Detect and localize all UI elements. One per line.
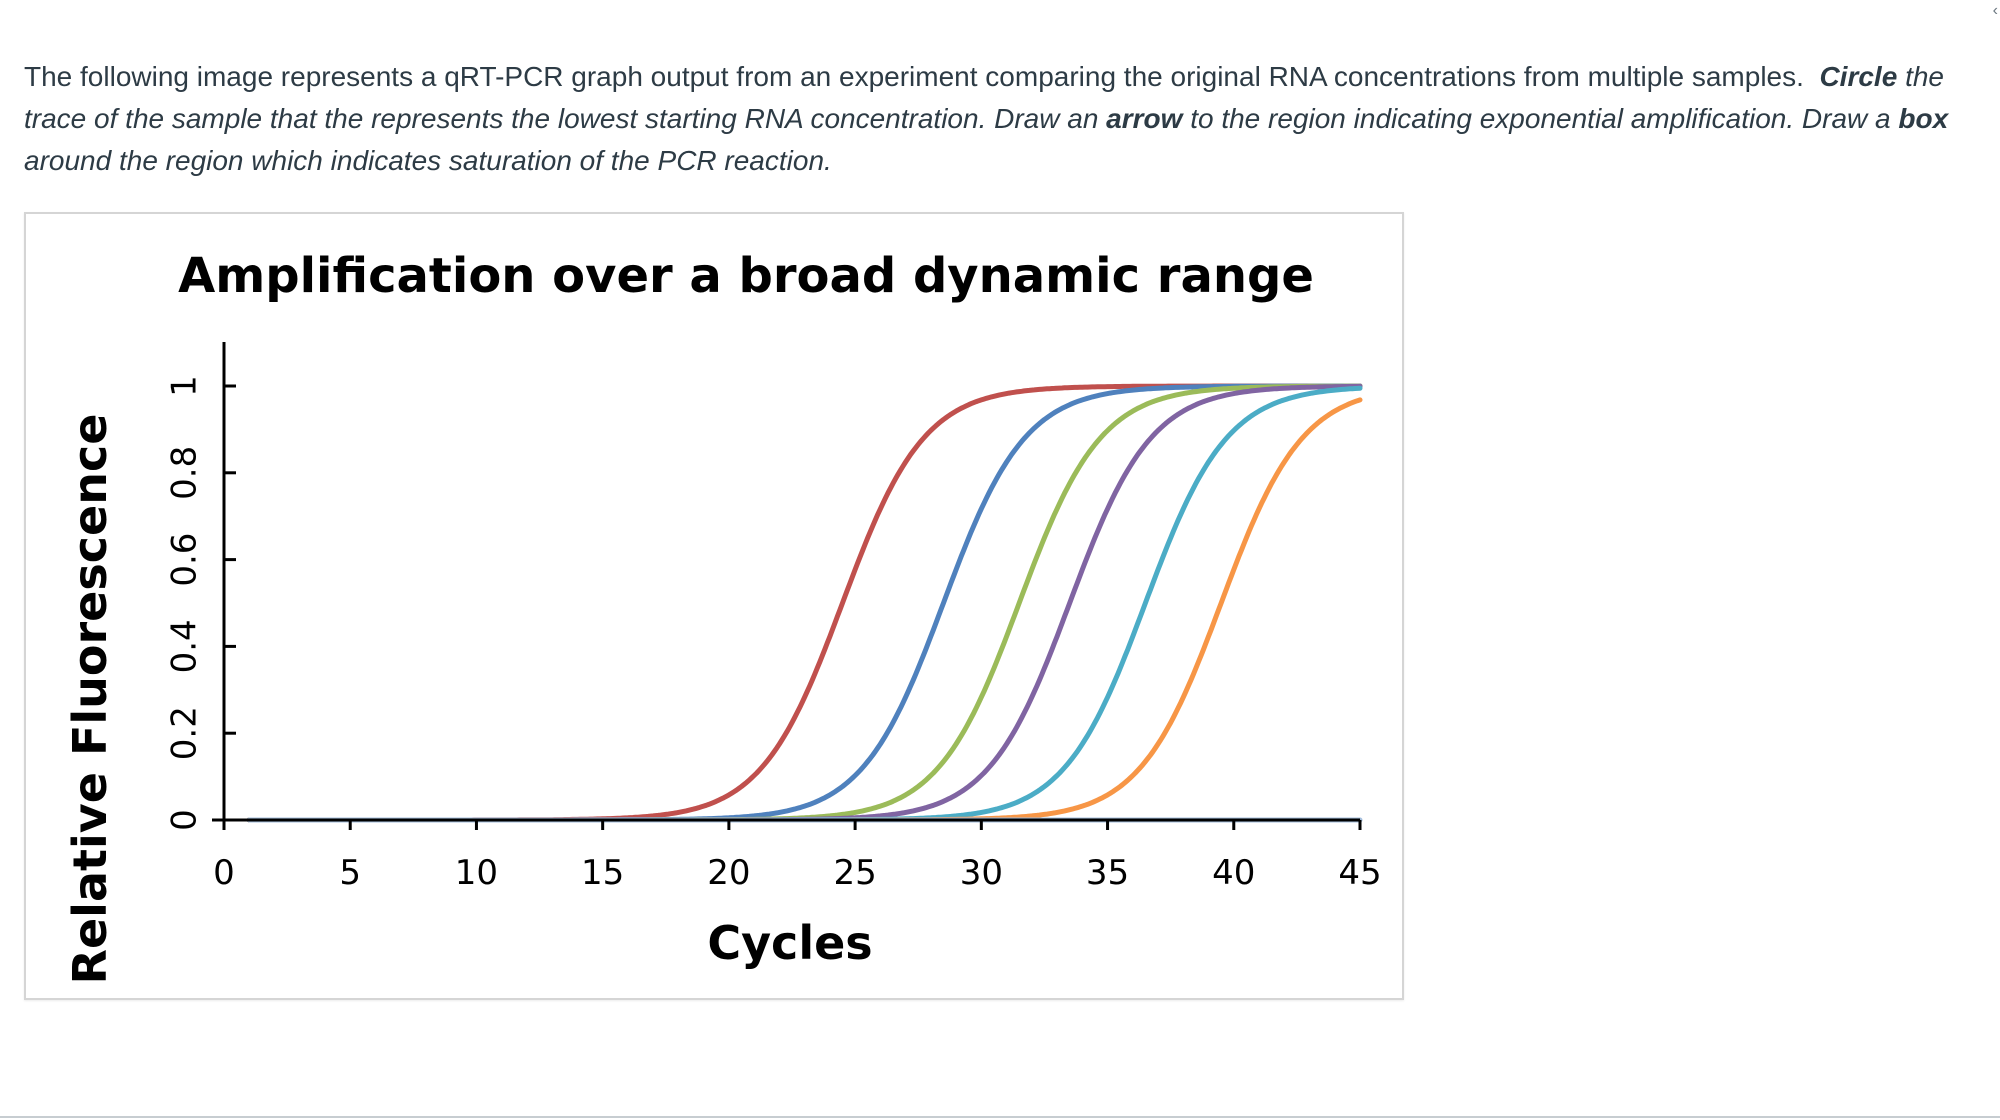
y-tick-label: 0.8 (165, 446, 205, 500)
axis-layer: 0 5 10 15 20 25 30 35 40 45 0 0.2 0.4 0.6 0.8 1 (165, 342, 1382, 893)
question-part-2: the trace of the sample that the represe… (24, 61, 1944, 134)
bottom-divider (0, 1116, 2000, 1118)
circle-keyword: Circle (1819, 61, 1898, 92)
y-tick-label: 0.2 (165, 706, 205, 760)
amplification-chart: Amplification over a broad dynamic range… (63, 248, 1382, 985)
x-tick-label: 0 (213, 853, 235, 893)
y-tick-label: 0 (165, 809, 205, 831)
x-tick-label: 40 (1212, 853, 1255, 893)
box-keyword: box (1898, 103, 1949, 134)
chart-title: Amplification over a broad dynamic range (178, 248, 1314, 304)
question-text: The following image represents a qRT-PCR… (24, 56, 1984, 182)
series-line-4 (246, 383, 1363, 823)
x-tick-label: 35 (1086, 853, 1129, 893)
y-tick-label: 0.6 (165, 533, 205, 587)
series-layer (246, 383, 1363, 823)
y-axis-label: Relative Fluorescence (63, 414, 117, 985)
question-part-3: to the region indicating exponential amp… (1190, 103, 1891, 134)
x-tick-label: 30 (960, 853, 1003, 893)
series-line-6 (246, 397, 1363, 823)
series-line-1 (246, 383, 1363, 823)
x-tick-label: 25 (833, 853, 876, 893)
x-tick-label: 15 (581, 853, 624, 893)
question-part-4: around the region which indicates satura… (24, 145, 832, 176)
x-tick-label: 20 (707, 853, 750, 893)
x-tick-label: 10 (455, 853, 498, 893)
chart-figure: Amplification over a broad dynamic range… (24, 212, 1404, 1000)
x-tick-label: 45 (1338, 853, 1381, 893)
series-line-3 (246, 383, 1363, 823)
y-tick-label: 1 (165, 375, 205, 397)
y-tick-label: 0.4 (165, 619, 205, 673)
arrow-keyword: arrow (1106, 103, 1183, 134)
series-line-5 (246, 385, 1363, 823)
question-part-1: The following image represents a qRT-PCR… (24, 61, 1804, 92)
chevron-left-icon[interactable]: ‹ (1992, 2, 1998, 19)
x-axis-label: Cycles (707, 916, 872, 970)
series-line-2 (246, 383, 1363, 823)
x-tick-label: 5 (339, 853, 361, 893)
